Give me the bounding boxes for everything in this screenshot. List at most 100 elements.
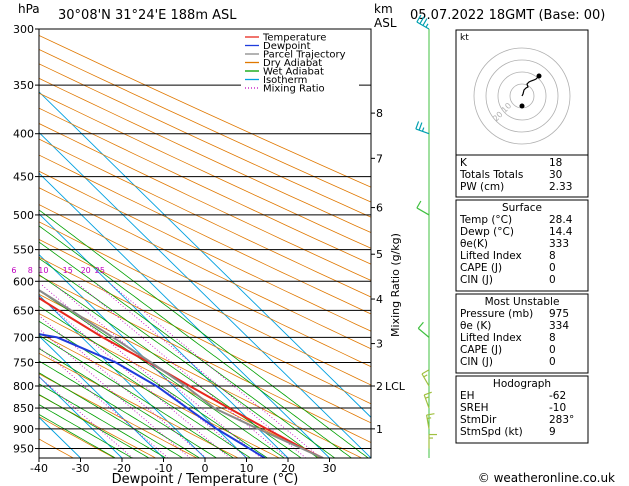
hodograph-storm-dot <box>519 103 525 109</box>
most-unstable-label: θe (K) <box>460 320 491 332</box>
wind-barb <box>423 394 430 409</box>
dry-adiabat-line <box>39 373 197 458</box>
mixing-ratio-line <box>39 376 133 458</box>
pressure-tick-label: 300 <box>13 23 34 36</box>
mixing-ratio-line <box>39 346 169 458</box>
wind-barb-half <box>425 23 429 28</box>
hodograph-end-dot <box>536 73 542 79</box>
wet-adiabat-line <box>39 383 166 458</box>
most-unstable-label: CIN (J) <box>460 356 493 368</box>
mixing-ratio-line <box>110 283 322 458</box>
indices-value: 18 <box>549 157 562 169</box>
height-axis: 8 7 6 5 4 3 2 1 LCL <box>371 107 406 436</box>
hpa-label: hPa <box>18 2 40 16</box>
wind-barb-flag <box>416 14 422 23</box>
pressure-tick-label: 900 <box>13 423 34 436</box>
surface-box <box>455 199 589 292</box>
hodograph-ring <box>473 47 571 145</box>
dry-adiabat-line <box>39 256 371 424</box>
height-tick-label: 4 <box>376 293 383 306</box>
indices-label: Totals Totals <box>459 169 523 181</box>
indices-panel: K 18 Totals Totals 30 PW (cm) 2.33 SurfaceTemp… <box>455 154 589 444</box>
pressure-axis: 300 350 400 450 500 550 600 650 700 750 800 850 900 9… <box>13 23 39 456</box>
pressure-tick-label: 500 <box>13 209 34 222</box>
legend-box <box>241 31 359 91</box>
pressure-tick-label: 550 <box>13 244 34 257</box>
surface-label: Lifted Index <box>460 250 522 262</box>
wet-adiabat-line <box>39 334 234 458</box>
hodograph-table-value: 9 <box>549 426 556 438</box>
surface-label: CAPE (J) <box>460 262 502 274</box>
wet-adiabat-line <box>39 225 352 458</box>
hodograph-table-title: Hodograph <box>493 378 551 390</box>
pressure-tick-label: 400 <box>13 128 34 141</box>
wind-barb-half <box>427 417 432 420</box>
indices-label: PW (cm) <box>460 181 504 193</box>
series-dewpoint <box>39 333 266 458</box>
surface-value: 8 <box>549 250 556 262</box>
temperature-tick-label: 0 <box>202 462 209 475</box>
hodograph-table-label: StmDir <box>460 414 497 426</box>
dry-adiabat-line <box>39 77 371 234</box>
temperature-axis: -40 -30 -20 -10 0 10 20 30 <box>30 458 337 475</box>
most-unstable-label: Pressure (mb) <box>460 308 533 320</box>
dry-adiabat-lines <box>39 34 371 458</box>
dry-adiabat-line <box>39 221 371 386</box>
temperature-tick-label: -10 <box>155 462 173 475</box>
most-unstable-label: CAPE (J) <box>460 344 502 356</box>
surface-label: θe(K) <box>460 238 488 250</box>
dry-adiabat-line <box>39 170 371 332</box>
wind-barb-flag <box>424 391 432 396</box>
skewt-plot <box>39 29 371 458</box>
dry-adiabat-line <box>39 238 371 405</box>
height-tick-label: 5 <box>376 248 383 261</box>
wind-barb-flag <box>426 413 435 416</box>
pressure-tick-label: 950 <box>13 443 34 456</box>
hodograph-ring <box>485 59 559 133</box>
height-tick-label: 6 <box>376 202 383 215</box>
mixing-ratio-label: 8 <box>28 266 33 275</box>
wet-adiabat-line <box>39 360 200 458</box>
pressure-tick-label: 600 <box>13 275 34 288</box>
dry-adiabat-line <box>39 332 280 458</box>
temperature-tick-label: -20 <box>113 462 131 475</box>
hodograph-table-value: 283° <box>549 414 574 426</box>
legend-label: Dewpoint <box>263 41 311 52</box>
lcl-label: LCL <box>385 380 406 393</box>
height-tick-label: 3 <box>376 338 383 351</box>
series-temperature <box>39 296 324 458</box>
pressure-tick-label: 700 <box>13 331 34 344</box>
dry-adiabat-line <box>39 293 362 458</box>
indices-value: 30 <box>549 169 562 181</box>
most-unstable-value: 0 <box>549 344 556 356</box>
surface-title: Surface <box>502 202 542 214</box>
dry-adiabat-line <box>39 63 371 218</box>
hodograph-table-label: StmSpd (kt) <box>460 426 523 438</box>
wet-adiabat-line <box>39 305 268 458</box>
wind-barb <box>417 327 430 338</box>
legend-label: Wet Adiabat <box>263 67 324 78</box>
dry-adiabat-line <box>39 187 371 350</box>
wind-barb <box>421 373 430 387</box>
dry-adiabat-line <box>39 352 239 458</box>
wind-barb <box>416 207 430 216</box>
wind-barb <box>416 21 430 30</box>
wind-barb-flag <box>416 200 422 209</box>
isotherm-line <box>39 294 206 458</box>
mixing-ratio-label: 25 <box>95 266 105 275</box>
temperature-tick-label: 30 <box>323 462 337 475</box>
hodograph-trace <box>521 75 540 97</box>
wind-barb-flag <box>415 121 420 130</box>
hodograph-table-label: EH <box>460 390 475 402</box>
wind-barb-flag <box>417 321 424 329</box>
wind-barb-flag <box>421 369 430 375</box>
mixing-ratio-line <box>39 295 230 458</box>
height-tick-label: 1 <box>376 423 383 436</box>
mixing-ratio-axis-label: Mixing Ratio (g/kg) <box>389 233 402 337</box>
wet-adiabat-line <box>39 241 335 458</box>
dry-adiabat-line <box>39 107 371 265</box>
mixing-ratio-label: 6 <box>11 266 16 275</box>
mixing-ratio-label: 15 <box>63 266 73 275</box>
most-unstable-box <box>455 293 589 374</box>
dry-adiabat-line <box>39 204 371 368</box>
